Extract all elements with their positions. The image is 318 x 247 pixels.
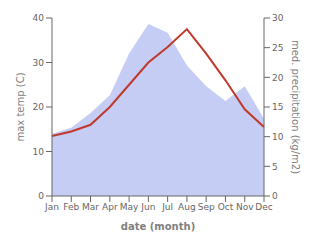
svg-text:10: 10: [272, 132, 284, 142]
svg-text:Mar: Mar: [82, 202, 99, 212]
svg-text:5: 5: [272, 162, 278, 172]
svg-text:40: 40: [33, 13, 45, 23]
svg-text:Jun: Jun: [140, 202, 155, 212]
svg-text:10: 10: [33, 147, 45, 157]
svg-text:0: 0: [38, 191, 44, 201]
svg-text:25: 25: [272, 43, 283, 53]
svg-text:Sep: Sep: [198, 202, 215, 212]
svg-text:30: 30: [272, 13, 284, 23]
svg-text:max temp (C): max temp (C): [15, 72, 26, 141]
svg-text:15: 15: [272, 102, 283, 112]
svg-text:date (month): date (month): [121, 221, 195, 232]
svg-text:Dec: Dec: [255, 202, 272, 212]
svg-text:Nov: Nov: [236, 202, 254, 212]
svg-text:Jul: Jul: [161, 202, 173, 212]
svg-text:med. precipitation (kg/m2): med. precipitation (kg/m2): [290, 40, 301, 174]
svg-text:Feb: Feb: [63, 202, 79, 212]
svg-text:Oct: Oct: [218, 202, 234, 212]
svg-text:0: 0: [272, 191, 278, 201]
svg-text:Apr: Apr: [102, 202, 118, 212]
svg-text:May: May: [120, 202, 139, 212]
svg-text:20: 20: [272, 73, 284, 83]
svg-text:20: 20: [33, 102, 45, 112]
svg-text:Aug: Aug: [178, 202, 196, 212]
svg-text:30: 30: [33, 58, 45, 68]
svg-text:Jan: Jan: [44, 202, 59, 212]
